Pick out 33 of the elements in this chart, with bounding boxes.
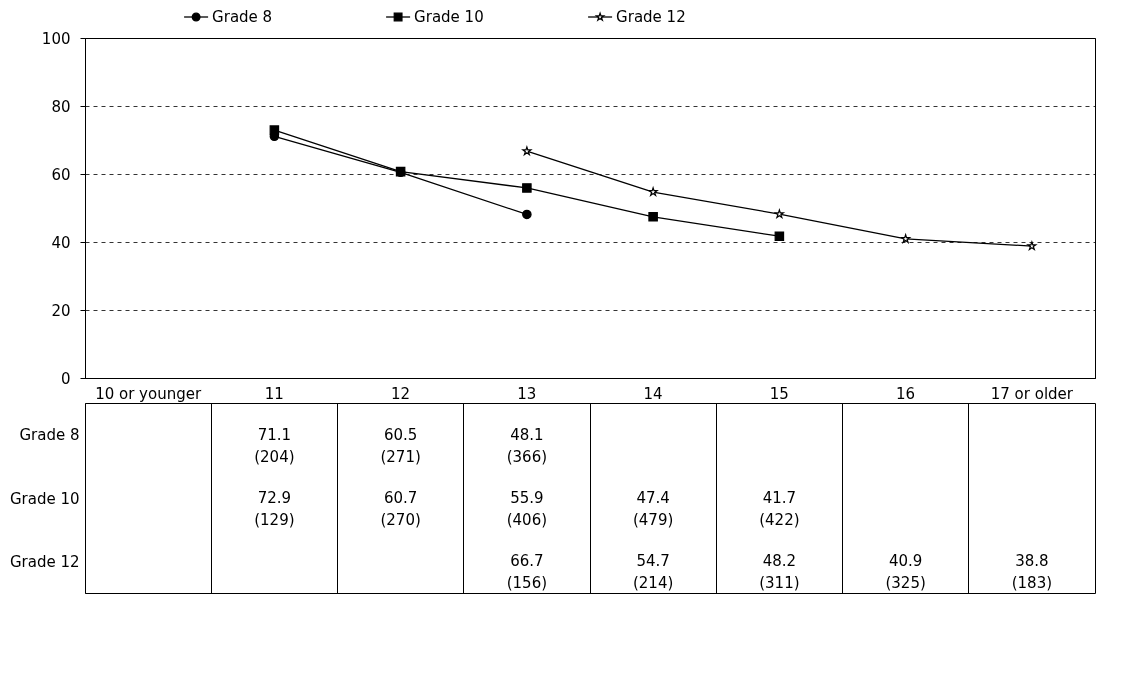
y-tick-label: 20 [51,301,71,320]
y-tick-label: 40 [51,233,71,252]
x-tick-label: 13 [517,384,537,403]
data-label: 72.9 (129) [254,489,295,529]
x-tick-label: 11 [264,384,284,403]
data-label: 55.9 (406) [506,489,548,529]
x-tick-label: 10 or younger [95,384,202,403]
data-label: 38.8 (183) [1011,552,1053,593]
text: Grade 10 [9,489,80,508]
x-tick-label: 17 or older [990,384,1074,403]
data-label: 71.1 (204) [254,425,295,466]
y-tick-label: 0 [60,369,71,388]
data-label: 47.4 (479) [632,489,674,529]
x-tick-label: 16 [896,384,916,403]
data-label: 40.9 (325) [885,552,926,593]
data-label: 48.1 (366) [506,425,548,466]
text: Grade 8 [19,426,80,445]
data-label: 60.5 (271) [380,425,421,466]
data-label: 48.2 (311) [759,552,800,593]
legend-label: Grade 10 [414,8,484,26]
y-tick-label: 80 [51,97,71,116]
legend-label: Grade 8 [212,8,273,26]
text: Grade 12 [9,552,80,571]
x-tick-label: 12 [391,384,411,403]
y-tick-label: 60 [51,165,71,184]
data-label: 41.7 (422) [759,489,800,529]
data-label: 60.7 (270) [380,489,421,529]
data-label: 66.7 (156) [506,552,548,593]
x-tick-label: 15 [769,384,789,403]
y-tick-label: 100 [41,29,71,48]
data-label: 54.7 (214) [632,552,674,593]
x-tick-label: 14 [643,384,663,403]
legend-label: Grade 12 [616,8,686,26]
